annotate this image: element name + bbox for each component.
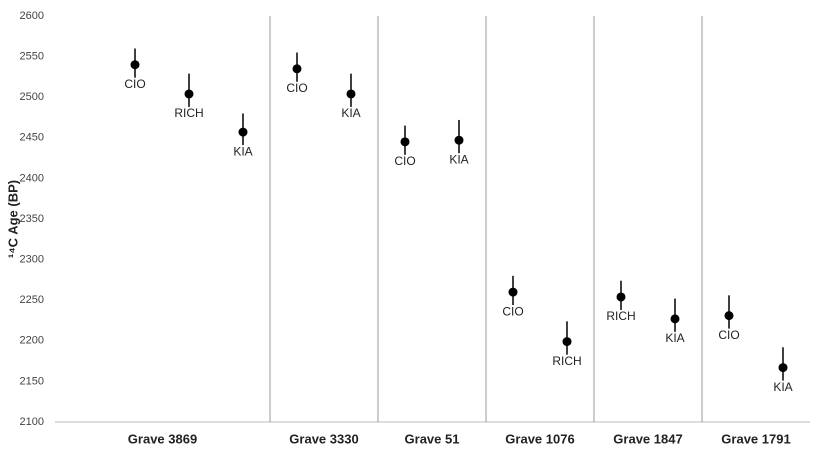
point (670, 314, 680, 324)
y-tick-label: 2550 (20, 51, 44, 63)
label-bg (608, 309, 634, 323)
x-tick-label: Grave 3330 (289, 431, 358, 446)
point (508, 287, 518, 297)
point (184, 89, 194, 99)
point-label: CIO (394, 154, 415, 168)
label-bg (716, 328, 742, 342)
y-tick-label: 2150 (20, 375, 44, 387)
point-label: KIA (665, 331, 684, 345)
point-label: CIO (502, 304, 523, 318)
x-tick-label: Grave 51 (405, 431, 460, 446)
label-bg (770, 380, 796, 394)
x-tick-label: Grave 1076 (505, 431, 574, 446)
y-tick-label: 2350 (20, 213, 44, 225)
label-bg (392, 154, 418, 168)
point (346, 89, 356, 99)
point-label: CIO (124, 77, 145, 91)
point-label: RICH (174, 106, 203, 120)
point (292, 64, 302, 74)
y-tick-label: 2250 (20, 294, 44, 306)
y-tick-label: 2200 (20, 335, 44, 347)
point (778, 363, 788, 373)
y-tick-label: 2100 (20, 416, 44, 428)
point-label: RICH (606, 309, 635, 323)
x-tick-label: Grave 1847 (613, 431, 682, 446)
y-tick-label: 2400 (20, 172, 44, 184)
label-bg (230, 145, 256, 159)
y-tick-label: 2600 (20, 10, 44, 22)
point (130, 60, 140, 70)
point (400, 137, 410, 147)
label-bg (500, 305, 526, 319)
label-bg (662, 331, 688, 345)
point-label: KIA (341, 106, 360, 120)
point-label: KIA (233, 144, 252, 158)
point-label: CIO (718, 328, 739, 342)
y-tick-label: 2500 (20, 91, 44, 103)
point (616, 292, 626, 302)
point (724, 311, 734, 321)
point-label: CIO (286, 81, 307, 95)
label-bg (284, 81, 310, 95)
label-bg (338, 106, 364, 120)
y-tick-label: 2450 (20, 132, 44, 144)
label-bg (122, 77, 148, 91)
label-bg (176, 106, 202, 120)
label-bg (554, 354, 580, 368)
label-bg (446, 153, 472, 167)
y-tick-label: 2300 (20, 254, 44, 266)
point (454, 135, 464, 145)
point-label: KIA (773, 380, 792, 394)
y-axis-label: ¹⁴C Age (BP) (5, 180, 20, 258)
x-tick-label: Grave 1791 (721, 431, 790, 446)
point-label: KIA (449, 152, 468, 166)
x-tick-label: Grave 3869 (128, 431, 197, 446)
point (562, 337, 572, 347)
point (238, 127, 248, 137)
point-label: RICH (552, 354, 581, 368)
